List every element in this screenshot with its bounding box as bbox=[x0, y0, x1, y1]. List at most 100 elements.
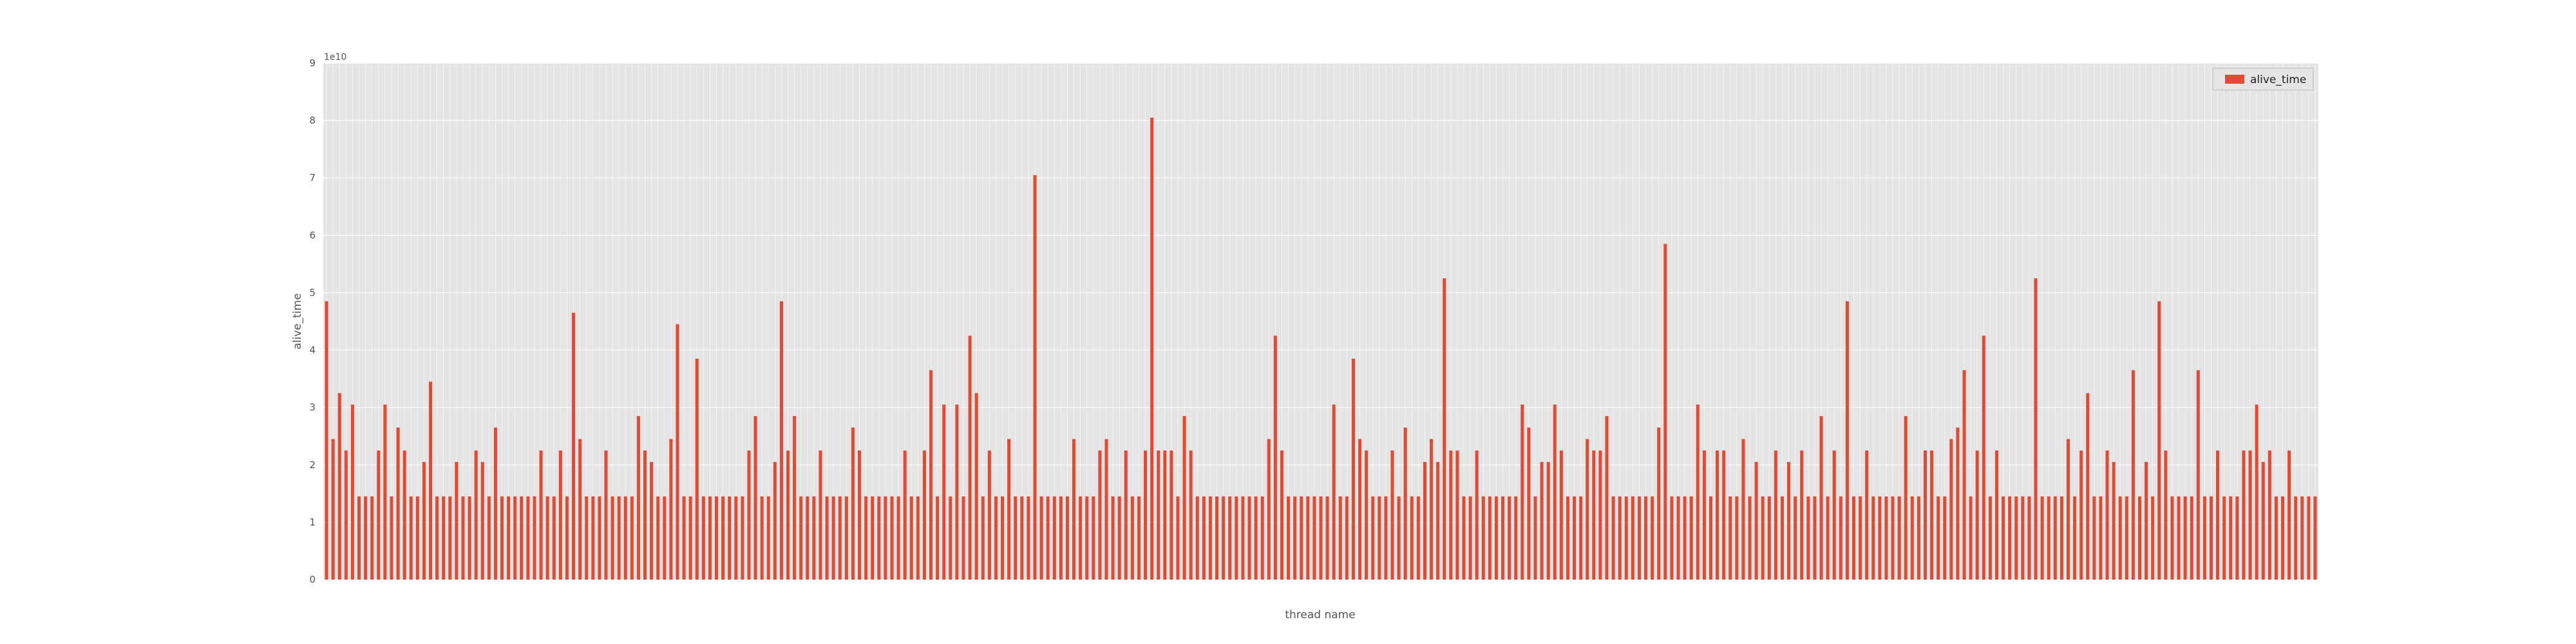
bar bbox=[1319, 496, 1323, 580]
bar bbox=[1897, 496, 1901, 580]
bar bbox=[1663, 243, 1667, 580]
bar bbox=[1956, 427, 1960, 580]
bar bbox=[1039, 496, 1043, 580]
bar bbox=[656, 496, 660, 580]
bar bbox=[1637, 496, 1641, 580]
bar bbox=[1988, 496, 1992, 580]
bar bbox=[1254, 496, 1258, 580]
bar bbox=[1195, 496, 1199, 580]
bar bbox=[1696, 404, 1700, 580]
bar bbox=[1287, 496, 1291, 580]
bar bbox=[1468, 496, 1472, 580]
bar bbox=[1884, 496, 1888, 580]
bar bbox=[676, 324, 679, 580]
bar bbox=[2131, 370, 2135, 580]
bar bbox=[1208, 496, 1212, 580]
bar bbox=[2053, 496, 2057, 580]
bar bbox=[1676, 496, 1680, 580]
bar bbox=[877, 496, 881, 580]
bar bbox=[2229, 496, 2233, 580]
bar bbox=[1553, 404, 1557, 580]
bar bbox=[1189, 450, 1193, 580]
bar bbox=[929, 370, 933, 580]
bar bbox=[2099, 496, 2103, 580]
bar bbox=[1014, 496, 1018, 580]
bar bbox=[2196, 370, 2200, 580]
bar bbox=[1072, 439, 1076, 580]
bar bbox=[623, 496, 627, 580]
bar bbox=[1761, 496, 1765, 580]
bar bbox=[1052, 496, 1056, 580]
bar bbox=[1670, 496, 1674, 580]
bar bbox=[819, 450, 822, 580]
bar bbox=[1865, 450, 1869, 580]
bar bbox=[539, 450, 543, 580]
bar bbox=[714, 496, 719, 580]
bar bbox=[1001, 496, 1005, 580]
bar bbox=[2118, 496, 2122, 580]
bar bbox=[1092, 496, 1095, 580]
bars bbox=[325, 117, 2317, 580]
legend-label: alive_time bbox=[2250, 73, 2306, 86]
bar bbox=[630, 496, 634, 580]
bar bbox=[422, 462, 426, 580]
bar bbox=[1644, 496, 1648, 580]
bar bbox=[747, 450, 751, 580]
bar bbox=[1202, 496, 1206, 580]
bar bbox=[1651, 496, 1654, 580]
bar bbox=[442, 496, 446, 580]
bar bbox=[2287, 450, 2291, 580]
bar bbox=[1117, 496, 1121, 580]
bar bbox=[1566, 496, 1569, 580]
bar bbox=[1222, 496, 1226, 580]
bar bbox=[2170, 496, 2174, 580]
bar bbox=[1494, 496, 1498, 580]
bar bbox=[1780, 496, 1784, 580]
bar bbox=[682, 496, 686, 580]
bar bbox=[2027, 496, 2031, 580]
bar bbox=[2274, 496, 2278, 580]
bar bbox=[1260, 496, 1264, 580]
bar bbox=[1085, 496, 1089, 580]
bar bbox=[1423, 462, 1426, 580]
bar bbox=[325, 301, 328, 580]
bar bbox=[1020, 496, 1024, 580]
bar bbox=[2073, 496, 2077, 580]
bar bbox=[1540, 462, 1544, 580]
bar bbox=[1241, 496, 1245, 580]
bar bbox=[611, 496, 614, 580]
bar bbox=[1904, 416, 1908, 580]
bar bbox=[1338, 496, 1342, 580]
bar bbox=[396, 427, 400, 580]
bar bbox=[2079, 450, 2083, 580]
bar bbox=[831, 496, 835, 580]
bar bbox=[1735, 496, 1739, 580]
bar bbox=[844, 496, 848, 580]
bar bbox=[786, 450, 790, 580]
bar bbox=[1488, 496, 1492, 580]
bar bbox=[1475, 450, 1479, 580]
legend: alive_time bbox=[2212, 68, 2314, 91]
bar bbox=[1365, 450, 1368, 580]
bar bbox=[2157, 301, 2161, 580]
bar bbox=[2183, 496, 2187, 580]
bar bbox=[487, 496, 491, 580]
bar bbox=[936, 496, 940, 580]
bar bbox=[480, 462, 484, 580]
bar bbox=[650, 462, 654, 580]
bar bbox=[507, 496, 511, 580]
bar bbox=[1923, 450, 1927, 580]
bar bbox=[1416, 496, 1420, 580]
bar bbox=[1891, 496, 1895, 580]
bar bbox=[2280, 496, 2285, 580]
bar bbox=[688, 496, 692, 580]
bar bbox=[890, 496, 894, 580]
bar bbox=[1917, 496, 1920, 580]
bar bbox=[1235, 496, 1238, 580]
bar bbox=[1176, 496, 1180, 580]
bar bbox=[812, 496, 816, 580]
bar bbox=[728, 496, 732, 580]
bar bbox=[1033, 175, 1037, 580]
bar bbox=[1247, 496, 1251, 580]
bar bbox=[1859, 496, 1862, 580]
